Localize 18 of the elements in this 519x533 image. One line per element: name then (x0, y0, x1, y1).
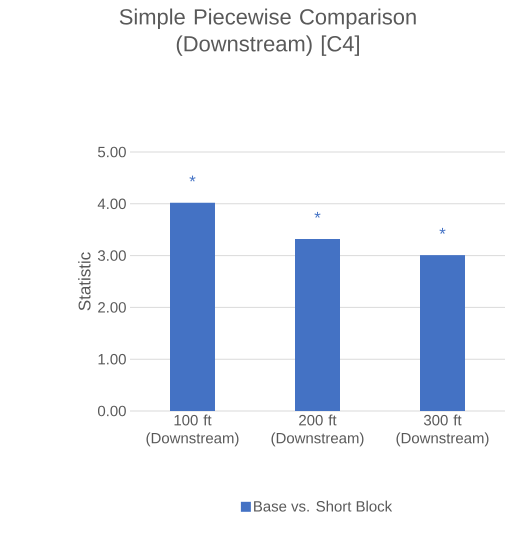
y-tick-label: 4.00 (98, 198, 126, 210)
annotation: * (439, 228, 446, 234)
y-axis-title: Statistic (78, 252, 91, 310)
y-tick-label: 2.00 (98, 302, 126, 313)
y-tick-label: 1.00 (98, 354, 126, 364)
legend-label: Base vs. Short Block (254, 500, 392, 512)
x-tick-label: 200 ft (Downstream) (272, 414, 364, 446)
x-tick-label: 100 ft (Downstream) (146, 414, 238, 446)
bar (170, 202, 215, 411)
x-tick-label: 300 ft (Downstream) (396, 414, 488, 446)
y-tick-label: 5.00 (98, 146, 126, 158)
bar (420, 255, 465, 411)
y-tick-label: 0.00 (98, 406, 126, 416)
annotation: * (314, 212, 321, 218)
y-tick-label: 3.00 (98, 250, 126, 261)
annotation: * (189, 176, 196, 182)
chart-title: Simple Piecewise Comparison (Downstream) [C4] (120, 8, 416, 56)
bar (295, 239, 340, 411)
